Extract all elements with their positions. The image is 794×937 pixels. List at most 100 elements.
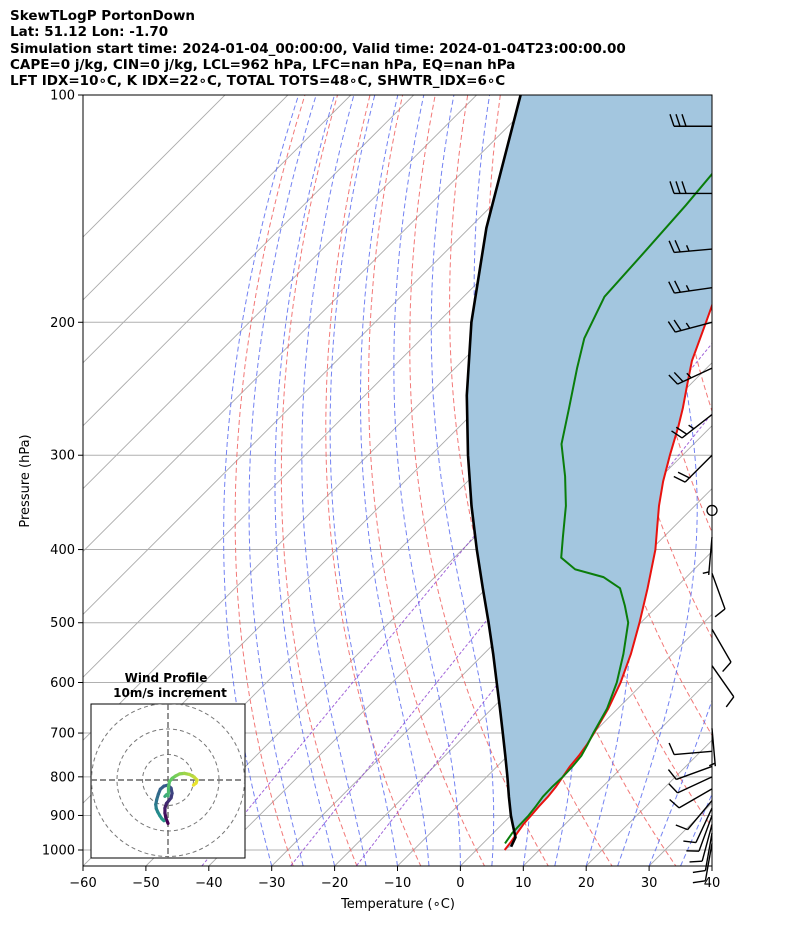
moist-adiabat-line [583,95,632,866]
inset-title: Wind Profile [125,671,208,685]
x-tick-label: −60 [69,876,96,891]
barb-flag [673,371,684,383]
mixing-ratio-line [201,252,712,866]
barb-flag [667,769,677,780]
y-tick-label: 600 [50,676,75,691]
isotherm-line [83,95,415,427]
x-tick-label: −20 [321,876,348,891]
barb-staff [674,750,713,756]
y-tick-label: 900 [50,809,75,824]
hodograph-segment [160,817,166,823]
barb-flag [675,114,681,127]
y-tick-label: 200 [50,316,75,331]
barb-half-flag [688,424,695,430]
dry-adiabat-line [728,95,794,881]
moist-adiabat-line [680,792,712,866]
barb-staff [674,287,713,294]
barb-staff [677,776,713,794]
calm-wind-circle [706,504,718,517]
y-tick-label: 800 [50,770,75,785]
y-axis-label: Pressure (hPa) [18,434,33,527]
isotherm-line [83,95,541,553]
isotherm-line [83,95,478,490]
isotherm-line [83,95,604,616]
barb-flag [674,240,681,253]
dry-adiabat-line [234,95,306,866]
barb-staff [678,788,713,809]
barb-flag [675,824,688,831]
barb-half-flag [685,245,690,252]
barb-staff [698,815,713,852]
barb-flag [675,181,681,194]
barb-flag [692,869,706,874]
barb-flag [722,661,732,673]
barb-staff [711,665,735,698]
barb-staff [674,248,713,254]
inset-plot [91,704,245,858]
wind-barbs [667,114,735,884]
barb-flag [668,783,679,794]
barb-flag [674,280,681,293]
x-tick-label: −10 [384,876,411,891]
y-tick-label: 300 [50,449,75,464]
x-tick-label: −30 [258,876,285,891]
barb-flag [683,840,697,844]
inset-subtitle: 10m/s increment [113,686,227,700]
chart-header: SkewTLogP PortonDown Lat: 51.12 Lon: -1.… [10,8,626,89]
barb-flag [668,742,675,755]
barb-staff [684,454,713,483]
barb-flag [675,426,688,435]
y-tick-label: 500 [50,616,75,631]
stability-indices: LFT IDX=10∘C, K IDX=22∘C, TOTAL TOTS=48∘… [10,73,506,90]
dry-adiabat-line [761,95,794,881]
barb-flag [673,475,686,483]
lat-lon: Lat: 51.12 Lon: -1.70 [10,24,169,41]
moist-adiabat-line [744,82,794,866]
moist-adiabat-line [248,95,317,866]
isotherm-line [83,95,289,301]
moist-adiabat-line [301,95,367,866]
barb-flag [714,608,726,618]
moist-adiabat-line [329,95,398,866]
barb-staff [677,367,713,385]
barb-flag [668,240,675,253]
convective-params: CAPE=0 j/kg, CIN=0 j/kg, LCL=962 hPa, LF… [10,56,516,73]
isotherm-line [522,676,712,866]
barb-staff [711,573,726,610]
hodograph-segment [191,781,198,787]
simulation-time: Simulation start time: 2024-01-04_00:00:… [10,40,626,57]
barb-flag [668,281,675,294]
isotherm-line [83,95,226,238]
parcel-line [465,95,522,848]
temperature-line [503,302,712,851]
barb-staff [707,536,713,575]
moist-adiabat-line [648,699,712,866]
x-tick-label: 0 [456,876,464,891]
barb-staff [704,833,713,871]
y-tick-label: 100 [50,89,75,104]
moist-adiabat-line [360,95,430,866]
x-axis-label: Temperature (∘C) [340,897,455,912]
isotherm-line [585,739,712,866]
barb-half-flag [686,372,692,379]
y-tick-label: 400 [50,543,75,558]
barb-flag [692,880,706,884]
barb-staff [687,800,713,831]
moist-adiabat-line [223,95,300,866]
y-tick-label: 700 [50,727,75,742]
x-tick-label: 40 [704,876,721,891]
barb-half-flag [708,762,716,767]
barb-staff [711,628,732,663]
barb-flag [677,471,690,479]
y-tick-label: 1000 [42,844,75,859]
barb-staff [704,843,713,881]
x-tick-label: 10 [515,876,532,891]
barb-flag [669,181,675,194]
data-layer [465,95,712,851]
barb-staff [701,824,713,862]
barb-flag [668,374,679,385]
isotherm-line [333,487,712,866]
barb-staff [676,765,713,781]
moist-adiabat-line [430,95,495,866]
x-tick-label: 30 [641,876,658,891]
